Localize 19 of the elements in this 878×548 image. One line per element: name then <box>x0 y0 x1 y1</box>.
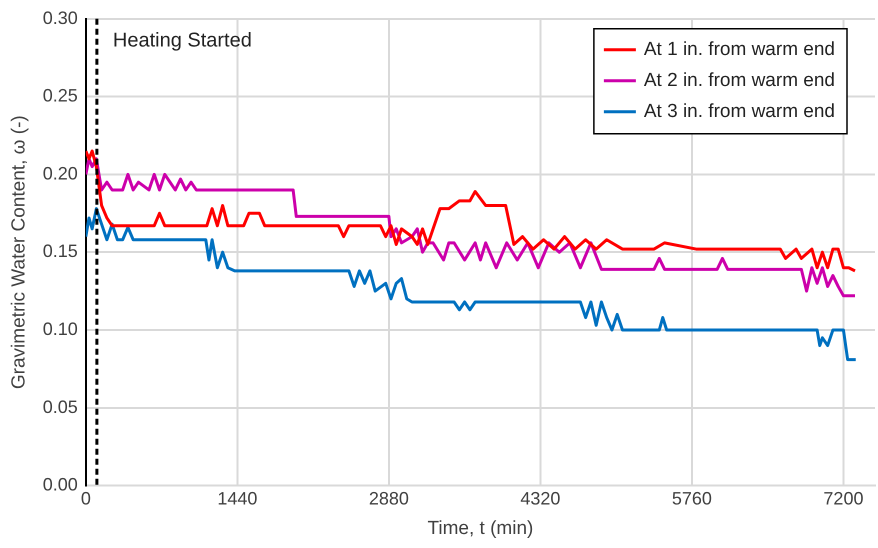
x-tick-label: 2880 <box>368 488 409 508</box>
legend-label: At 2 in. from warm end <box>644 70 835 92</box>
y-tick-label: 0.05 <box>42 396 78 417</box>
y-tick-label: 0.00 <box>42 474 78 495</box>
ref-line-label: Heating Started <box>112 29 252 52</box>
legend-label: At 1 in. from warm end <box>644 39 835 60</box>
y-axis-title: Gravimetric Water Content, ω (-) <box>8 115 30 390</box>
y-tick-label: 0.15 <box>42 241 78 262</box>
x-tick-label: 4320 <box>520 488 560 508</box>
legend-label: At 3 in. from warm end <box>644 101 835 122</box>
y-tick-label: 0.10 <box>42 318 78 339</box>
y-tick-label: 0.20 <box>42 163 78 184</box>
y-tick-label: 0.30 <box>42 8 78 28</box>
y-tick-label: 0.25 <box>42 86 78 106</box>
x-tick-label: 5760 <box>672 488 712 508</box>
x-tick-label: 7200 <box>823 488 864 508</box>
x-tick-label: 1440 <box>217 488 258 508</box>
x-axis-title: Time, t (min) <box>427 518 534 539</box>
x-tick-label: 0 <box>80 488 91 508</box>
